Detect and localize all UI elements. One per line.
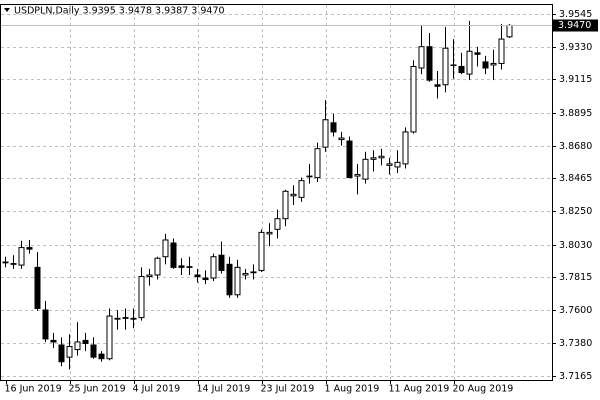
candle-body	[18, 247, 25, 266]
x-tick-label: 23 Jul 2019	[261, 384, 315, 395]
candle-body	[106, 315, 113, 360]
candle-body	[146, 274, 153, 278]
candle-body	[418, 46, 425, 69]
x-tick-label: 16 Jun 2019	[5, 384, 62, 395]
candle-body	[210, 256, 217, 279]
candle-body	[58, 344, 65, 363]
candle-body	[242, 272, 249, 276]
x-tick-label: 14 Jul 2019	[197, 384, 251, 395]
y-tick-label: 3.8895	[559, 108, 592, 119]
candle-body	[42, 309, 49, 340]
candle-body	[506, 24, 513, 38]
candle-body	[258, 231, 265, 271]
candle-body	[186, 266, 193, 268]
candle-body	[306, 175, 313, 178]
candle-body	[2, 261, 9, 264]
candle-body	[82, 339, 89, 344]
x-tick-label: 11 Aug 2019	[389, 384, 450, 395]
candle-body	[74, 341, 81, 351]
candle-body	[282, 190, 289, 220]
y-tick-label: 3.7815	[559, 272, 592, 283]
candle-body	[114, 317, 121, 320]
candle-body	[482, 61, 489, 69]
candle-body	[434, 84, 441, 87]
candle-body	[226, 263, 233, 296]
candle-body	[290, 193, 297, 197]
candle-body	[202, 277, 209, 281]
candle-body	[250, 271, 257, 274]
last-price-box	[553, 19, 598, 32]
candle-body	[50, 339, 57, 343]
candle-body	[122, 317, 129, 319]
candle-body	[194, 274, 201, 278]
candle-body	[370, 157, 377, 160]
candle-body	[98, 353, 105, 360]
candle-body	[346, 140, 353, 179]
candle-body	[266, 231, 273, 235]
y-tick-label: 3.8250	[559, 206, 592, 217]
y-tick-label: 3.7165	[559, 371, 592, 382]
candle-body	[170, 242, 177, 268]
y-tick-label: 3.8465	[559, 173, 592, 184]
candle-body	[34, 266, 41, 309]
candle-body	[154, 257, 161, 276]
candle-body	[426, 46, 433, 81]
x-tick-label: 20 Aug 2019	[453, 384, 514, 395]
candle-body	[178, 265, 185, 268]
x-tick-label: 1 Aug 2019	[325, 384, 380, 395]
y-tick-label: 3.9545	[559, 9, 592, 20]
candle-body	[162, 239, 169, 258]
chart-title: USDPLN,Daily 3.9395 3.9478 3.9387 3.9470	[14, 6, 225, 17]
candle-body	[90, 344, 97, 358]
menu-arrow	[4, 8, 10, 12]
candle-body	[386, 163, 393, 166]
candle-body	[218, 254, 225, 271]
candle-body	[402, 131, 409, 165]
candle-body	[466, 50, 473, 75]
candle-body	[130, 317, 137, 320]
candle-body	[474, 52, 481, 55]
candle-body	[362, 158, 369, 180]
candle-body	[410, 65, 417, 133]
candle-body	[490, 62, 497, 66]
y-tick-label: 3.8030	[559, 240, 592, 251]
candle-body	[298, 180, 305, 198]
candle-body	[234, 266, 241, 296]
candle-body	[10, 263, 17, 265]
y-tick-label: 3.7380	[559, 338, 592, 349]
y-tick-label: 3.9330	[559, 42, 592, 53]
candle-body	[442, 47, 449, 86]
last-price-label: 3.9470	[558, 20, 591, 31]
y-tick-label: 3.7600	[559, 305, 592, 316]
candle-body	[378, 155, 385, 159]
candle-body	[274, 218, 281, 230]
candle-body	[66, 346, 73, 358]
candle-body	[314, 148, 321, 179]
x-tick-label: 4 Jul 2019	[133, 384, 181, 395]
x-tick-label: 25 Jun 2019	[69, 384, 126, 395]
y-tick-label: 3.8680	[559, 141, 592, 152]
candle-body	[458, 65, 465, 74]
candle-body	[26, 247, 33, 250]
candle-body	[330, 122, 337, 133]
candle-body	[450, 64, 457, 66]
candle-body	[322, 119, 329, 148]
candle-body	[338, 137, 345, 141]
y-tick-label: 3.9115	[559, 74, 592, 85]
candle-body	[354, 174, 361, 177]
candle-body	[498, 38, 505, 64]
candle-body	[394, 161, 401, 168]
candle-body	[138, 276, 145, 319]
